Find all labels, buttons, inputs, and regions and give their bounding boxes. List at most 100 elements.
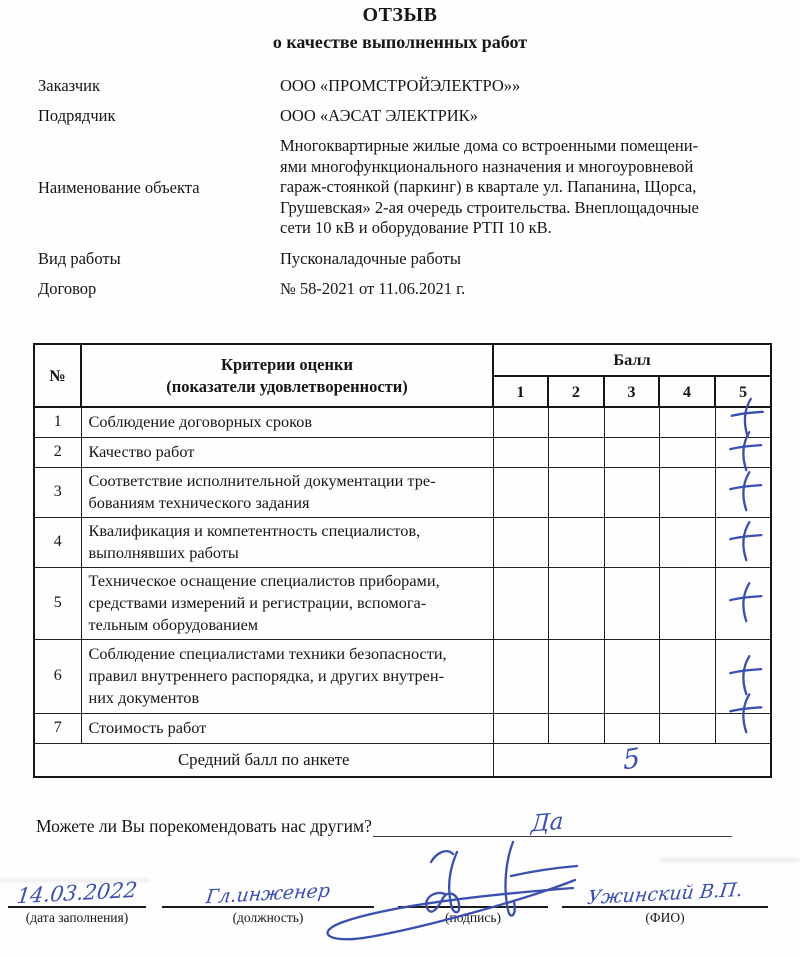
- table-row: 1 Соблюдение договорных сроков: [33, 397, 772, 439]
- score-cell-5: [714, 516, 772, 568]
- handwritten-name: Ужинский В.П.: [586, 878, 744, 910]
- header-criteria: Критерии оценки (показатели удовлетворен…: [80, 343, 494, 408]
- score-cell-3: [603, 712, 660, 744]
- score-cell-4: [658, 566, 716, 640]
- table-row: 5 Техническое оснащение специалистов при…: [33, 566, 772, 640]
- table-row: 2 Качество работ: [33, 431, 772, 472]
- field-value-object: Многоквартирные жилые дома со встроенным…: [280, 136, 699, 238]
- score-mark-icon: [728, 582, 763, 623]
- handwritten-answer: Да: [530, 808, 564, 838]
- score-cell-2: [547, 712, 605, 744]
- score-cell-3: [603, 466, 660, 518]
- header-score-4: 4: [658, 375, 716, 408]
- row-criteria: Стоимость работ: [80, 712, 494, 744]
- scan-artifact: [0, 879, 150, 882]
- row-number: 5: [33, 566, 82, 640]
- score-cell-5: [714, 431, 772, 472]
- score-cell-2: [547, 466, 605, 518]
- table-row: 6 Соблюдение специалистами техники безоп…: [33, 638, 772, 714]
- score-cell-4: [658, 638, 716, 714]
- evaluation-table: № Критерии оценки (показатели удовлетвор…: [33, 343, 773, 778]
- score-cell-2: [547, 516, 605, 568]
- recommendation-question: Можете ли Вы порекомендовать нас другим?…: [36, 808, 732, 838]
- signature-position-caption: (должность): [232, 910, 304, 925]
- score-cell-3: [603, 566, 660, 640]
- score-mark-icon: [728, 431, 763, 472]
- score-cell-1: [492, 638, 549, 714]
- table-row: 4 Квалификация и компетентность специали…: [33, 516, 772, 568]
- field-label-work-type: Вид работы: [38, 249, 121, 268]
- field-label-object: Наименование объекта: [38, 178, 200, 197]
- score-cell-2: [547, 566, 605, 640]
- score-cell-5: [714, 397, 772, 439]
- score-mark-icon: [728, 471, 763, 512]
- question-label: Можете ли Вы порекомендовать нас другим?: [36, 816, 372, 836]
- row-criteria: Соблюдение специалистами техники безопас…: [80, 638, 494, 714]
- header-num: №: [33, 343, 82, 408]
- handwritten-date: 14.03.2022: [15, 877, 139, 909]
- score-cell-1: [492, 566, 549, 640]
- score-mark-icon: [728, 693, 763, 734]
- average-score-value: 5: [622, 742, 642, 777]
- row-number: 6: [33, 638, 82, 714]
- score-mark-icon: [728, 521, 763, 562]
- table-header-row-1: № Критерии оценки (показатели удовлетвор…: [33, 343, 773, 408]
- row-criteria: Соблюдение договорных сроков: [80, 406, 494, 438]
- field-value-work-type: Пусконаладочные работы: [280, 249, 461, 268]
- score-mark-icon: [728, 655, 763, 696]
- header-score-5: 5: [713, 375, 773, 408]
- document-subtitle: о качестве выполненных работ: [272, 32, 528, 52]
- header-score-3: 3: [603, 375, 660, 408]
- handwritten-position: Гл.инженер: [204, 879, 332, 909]
- signature-sign-block: (подпись): [398, 868, 548, 926]
- field-label-contractor: Подрядчик: [38, 106, 116, 125]
- average-label: Средний балл по анкете: [33, 742, 494, 778]
- field-label-customer: Заказчик: [38, 76, 101, 95]
- row-number: 1: [33, 406, 82, 438]
- score-cell-4: [658, 712, 716, 744]
- signature-line: Ужинский В.П.: [562, 868, 768, 910]
- score-cell-3: [603, 638, 660, 714]
- signature-name-block: Ужинский В.П. (ФИО): [562, 868, 768, 926]
- score-cell-2: [547, 436, 605, 468]
- score-cell-1: [492, 436, 549, 468]
- header-score: Балл: [491, 343, 773, 377]
- signature-date-caption: (дата заполнения): [25, 910, 129, 925]
- score-cell-4: [658, 466, 716, 518]
- header-score-1: 1: [492, 375, 549, 408]
- score-cell-3: [603, 406, 660, 438]
- score-cell-1: [492, 406, 549, 438]
- field-label-contract: Договор: [38, 279, 97, 298]
- field-value-customer: ООО «ПРОМСТРОЙЭЛЕКТРО»»: [280, 76, 521, 95]
- signature-line: 14.03.2022: [8, 868, 146, 908]
- score-cell-5: [714, 466, 772, 518]
- signature-date-block: 14.03.2022 (дата заполнения): [8, 868, 146, 926]
- scan-artifact: [660, 858, 800, 862]
- table-row: 7 Стоимость работ: [33, 693, 772, 744]
- row-number: 2: [33, 436, 82, 468]
- field-value-contractor: ООО «АЭСАТ ЭЛЕКТРИК»: [280, 106, 478, 125]
- signature-name-caption: (ФИО): [645, 910, 685, 925]
- row-number: 4: [33, 516, 82, 568]
- row-criteria: Техническое оснащение специалистов прибо…: [80, 566, 494, 640]
- score-mark-icon: [730, 397, 764, 439]
- score-cell-4: [658, 436, 716, 468]
- question-underline: Да: [372, 808, 732, 838]
- score-cell-4: [658, 406, 716, 438]
- score-cell-1: [492, 712, 549, 744]
- score-cell-1: [492, 466, 549, 518]
- scan-artifact: [500, 562, 680, 565]
- average-row: Средний балл по анкете 5: [33, 742, 772, 778]
- table-row: 3 Соответствие исполнительной документац…: [33, 466, 772, 518]
- signature-line: [398, 868, 548, 908]
- signature-sign-caption: (подпись): [444, 910, 502, 925]
- average-score-cell: 5: [492, 742, 772, 778]
- score-cell-3: [603, 516, 660, 568]
- score-cell-1: [492, 516, 549, 568]
- row-criteria: Качество работ: [80, 436, 494, 468]
- signature-line: Гл.инженер: [162, 868, 374, 908]
- score-cell-4: [658, 516, 716, 568]
- document-title: ОТЗЫВ: [362, 4, 438, 26]
- header-score-2: 2: [547, 375, 605, 408]
